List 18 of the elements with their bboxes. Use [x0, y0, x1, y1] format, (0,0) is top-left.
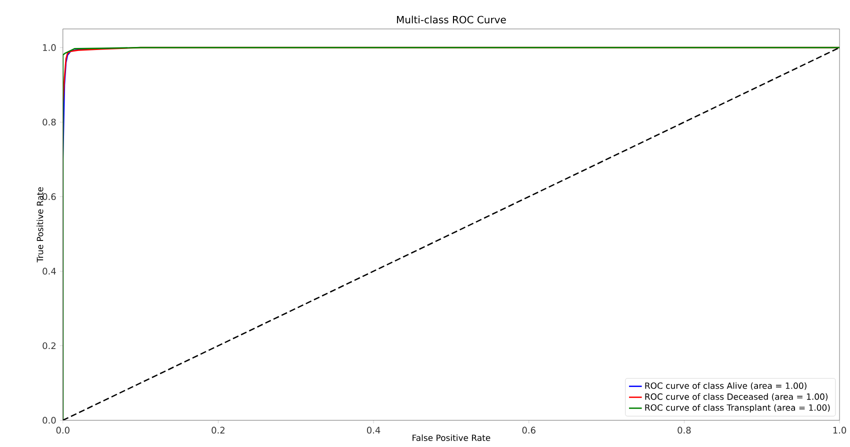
x-tick-label: 0.0: [56, 426, 70, 434]
x-axis-title: False Positive Rate: [412, 434, 490, 441]
x-tick-label: 0.6: [522, 426, 536, 434]
y-tick-label: 0.2: [42, 342, 56, 350]
x-tick-label: 0.2: [212, 426, 224, 434]
legend-label: ROC curve of class Deceased (area = 1.00): [645, 393, 828, 401]
legend-label: ROC curve of class Transplant (area = 1.00): [645, 404, 830, 412]
y-tick-label: 0.4: [42, 268, 56, 274]
x-tick-label: 0.4: [367, 426, 380, 434]
chart-title: Multi-class ROC Curve: [397, 16, 506, 24]
y-tick-label: 1.0: [43, 44, 56, 51]
y-axis-title: True Positive Rate: [36, 187, 44, 262]
legend-label: ROC curve of class Alive (area = 1.00): [645, 382, 806, 390]
y-tick-label: 0.0: [42, 416, 56, 424]
x-tick-label: 0.8: [678, 426, 691, 434]
x-tick-label: 1.0: [833, 426, 846, 434]
y-tick-label: 0.6: [42, 193, 56, 200]
y-tick-label: 0.8: [42, 118, 56, 126]
